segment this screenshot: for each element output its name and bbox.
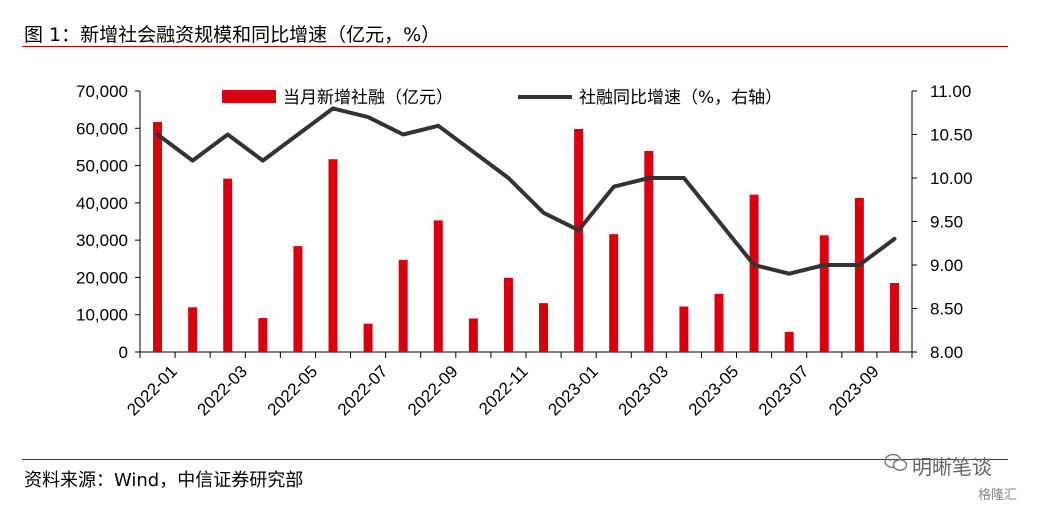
right-tick-label: 8.00 [930, 343, 963, 362]
bar [363, 323, 373, 352]
bar [398, 259, 408, 352]
right-tick-label: 9.00 [930, 256, 963, 275]
x-tick-label: 2022-03 [193, 362, 251, 420]
source-divider [22, 459, 1008, 460]
watermark-text: 明晰笔谈 [912, 455, 992, 479]
legend-bar-swatch [222, 90, 276, 103]
left-tick-label: 10,000 [76, 306, 128, 325]
bar [188, 307, 198, 352]
bar [328, 159, 338, 352]
bar [223, 178, 233, 352]
chart: 0 10,000 20,000 30,000 40,000 50,000 60,000 70,… [76, 82, 973, 420]
right-tick-label: 10.50 [930, 126, 973, 145]
right-tick-label: 10.00 [930, 169, 973, 188]
x-tick-label: 2023-07 [755, 362, 813, 420]
bar [293, 246, 303, 352]
source-note: 资料来源：Wind，中信证券研究部 [24, 470, 304, 491]
watermark-sub: 格隆汇 [978, 488, 1018, 503]
bar [819, 235, 829, 352]
bar [889, 283, 899, 352]
right-tick-label: 11.00 [930, 82, 971, 101]
x-tick-label: 2022-05 [264, 362, 322, 420]
x-tick-label: 2022-07 [334, 362, 392, 420]
x-tick-label: 2023-03 [615, 362, 673, 420]
x-tick-label: 2022-01 [123, 362, 181, 420]
legend-bar-label: 当月新增社融（亿元） [283, 88, 453, 108]
left-tick-label: 50,000 [76, 157, 128, 176]
bar [644, 151, 654, 352]
figure-title: 图 1：新增社会融资规模和同比增速（亿元，%） [24, 24, 441, 46]
bar [784, 331, 794, 352]
bar [679, 306, 689, 352]
left-tick-label: 0 [119, 343, 128, 362]
bar [153, 121, 163, 352]
growth-line [155, 106, 897, 276]
x-tick-label: 2023-01 [544, 362, 602, 420]
left-tick-label: 20,000 [76, 268, 128, 287]
bar [609, 234, 619, 352]
legend-line-label: 社融同比增速（%，右轴） [579, 88, 782, 108]
bar [503, 277, 513, 352]
bar [574, 129, 584, 352]
bar [258, 318, 268, 352]
bar [854, 198, 864, 352]
x-tick-label: 2022-11 [475, 362, 532, 419]
bar [468, 318, 478, 352]
bar [433, 220, 443, 352]
wechat-icon [884, 453, 908, 471]
x-tick-label: 2022-09 [404, 362, 462, 420]
bar [749, 194, 759, 352]
bar [539, 303, 549, 352]
right-tick-label: 8.50 [930, 300, 963, 319]
bar [714, 293, 724, 352]
x-tick-label: 2023-05 [685, 362, 743, 420]
left-tick-label: 60,000 [76, 119, 128, 138]
left-tick-label: 70,000 [76, 82, 128, 101]
title-divider [22, 46, 1008, 47]
x-tick-label: 2023-09 [825, 362, 883, 420]
left-tick-label: 40,000 [76, 194, 128, 213]
left-tick-label: 30,000 [76, 231, 128, 250]
right-tick-label: 9.50 [930, 213, 963, 232]
